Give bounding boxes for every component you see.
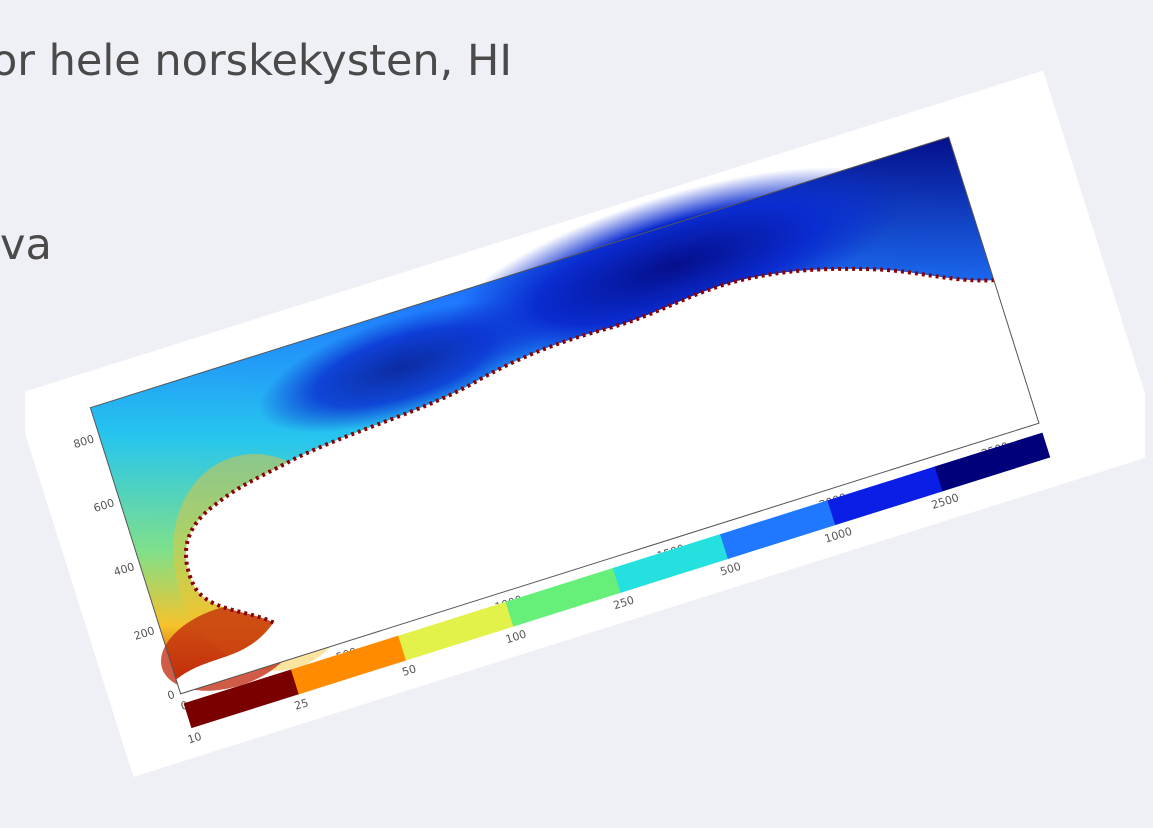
y-tick-label: 800 [72, 432, 96, 451]
colorbar-swatch [505, 567, 622, 627]
bathymetry-map-card: 0 500 1000 1500 2000 2500 0 200 400 600 … [25, 10, 1145, 810]
colorbar-tick-label: 10 [186, 730, 203, 747]
colorbar-tick-label: 25 [293, 696, 310, 713]
y-tick-label: 200 [132, 624, 156, 643]
y-tick-label: 400 [112, 560, 136, 579]
coastline [184, 266, 994, 625]
y-tick-label: 0 [166, 688, 177, 703]
colorbar-swatch [183, 669, 300, 729]
colorbar-swatch [290, 635, 407, 695]
slide-title-text: or hele norskekysten, HI [0, 36, 513, 86]
y-tick-label: 600 [92, 496, 116, 515]
colorbar-tick-label: 100 [504, 627, 528, 646]
colorbar-swatch [827, 466, 943, 526]
colorbar-swatch [612, 534, 729, 593]
bathymetry-map-figure: 0 500 1000 1500 2000 2500 0 200 400 600 … [25, 70, 1145, 777]
colorbar-swatch [720, 500, 836, 559]
deep-ocean-region [444, 167, 905, 364]
colorbar-swatch [934, 432, 1051, 492]
depth-colorbar: 10 25 50 100 250 500 1000 2500 [183, 432, 1051, 747]
x-tick-label: 0 [179, 698, 190, 713]
colorbar-tick-label: 500 [719, 560, 743, 579]
land-mass [176, 268, 1039, 694]
colorbar-tick-label: 50 [401, 662, 418, 679]
colorbar-tick-label: 250 [612, 593, 636, 612]
y-axis: 0 200 400 600 800 [72, 432, 177, 703]
slide-bullet-text: va [0, 220, 52, 270]
colorbar-swatch [398, 601, 514, 661]
